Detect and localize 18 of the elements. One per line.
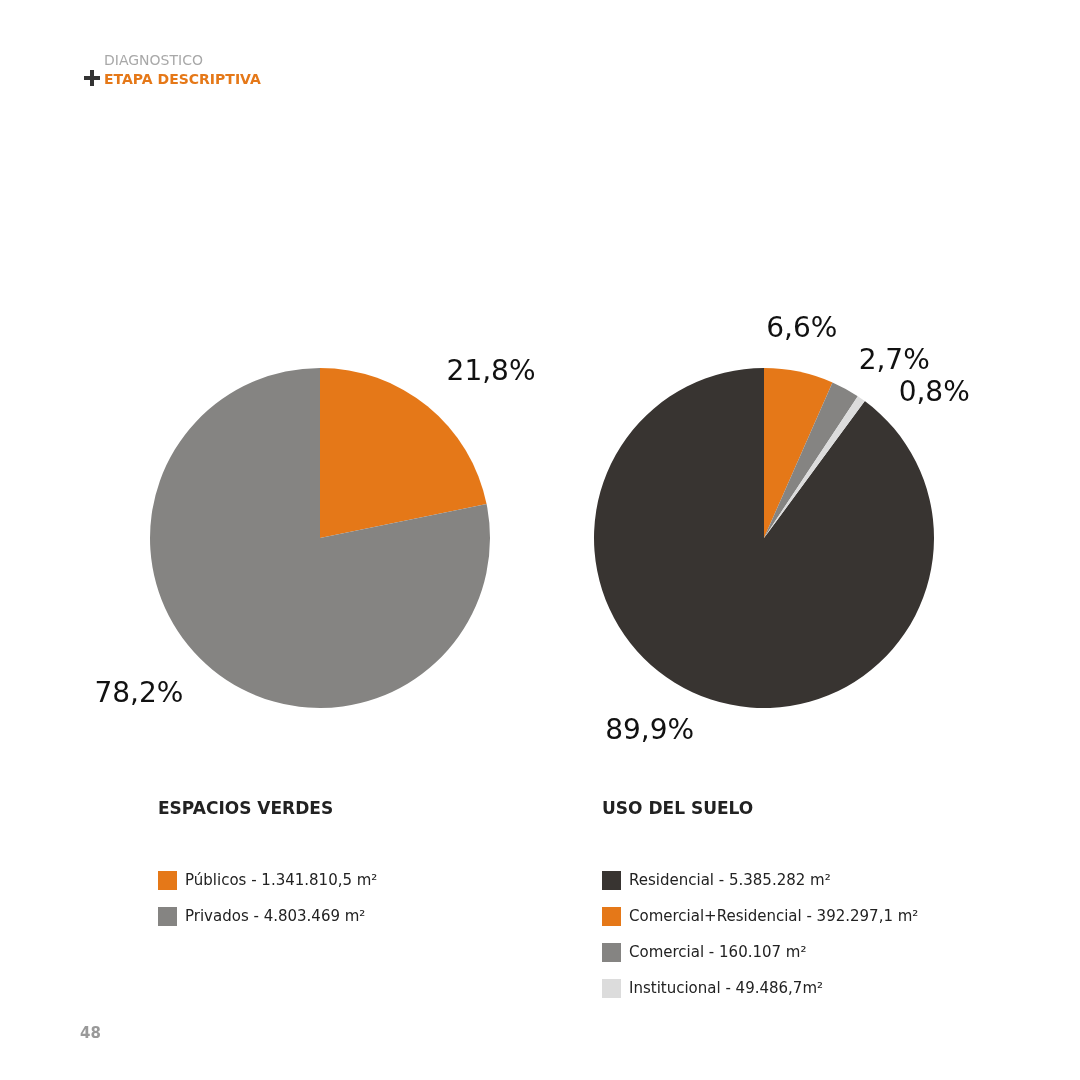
data-label: 89,9% — [605, 712, 695, 746]
data-label: 6,6% — [766, 311, 838, 345]
legend-label: Comercial - 160.107 m² — [629, 943, 807, 961]
legend-label: Públicos - 1.341.810,5 m² — [185, 871, 378, 889]
text: DIAGNOSTICO — [104, 52, 203, 68]
data-label: 21,8% — [446, 353, 536, 387]
legend-label: Residencial - 5.385.282 m² — [629, 871, 831, 889]
data-label: 2,7% — [858, 343, 930, 377]
data-label: 0,8% — [898, 375, 970, 409]
legend-label: Privados - 4.803.469 m² — [185, 907, 366, 925]
text: ESPACIOS VERDES — [158, 798, 335, 818]
text: 48 — [80, 1024, 101, 1042]
pie-slice — [764, 368, 833, 538]
data-label: 78,2% — [94, 676, 184, 710]
text: ETAPA DESCRIPTIVA — [104, 71, 261, 87]
legend-label: Comercial+Residencial - 392.297,1 m² — [629, 907, 919, 925]
legend-label: Institucional - 49.486,7m² — [629, 979, 824, 997]
text: USO DEL SUELO — [602, 798, 755, 818]
